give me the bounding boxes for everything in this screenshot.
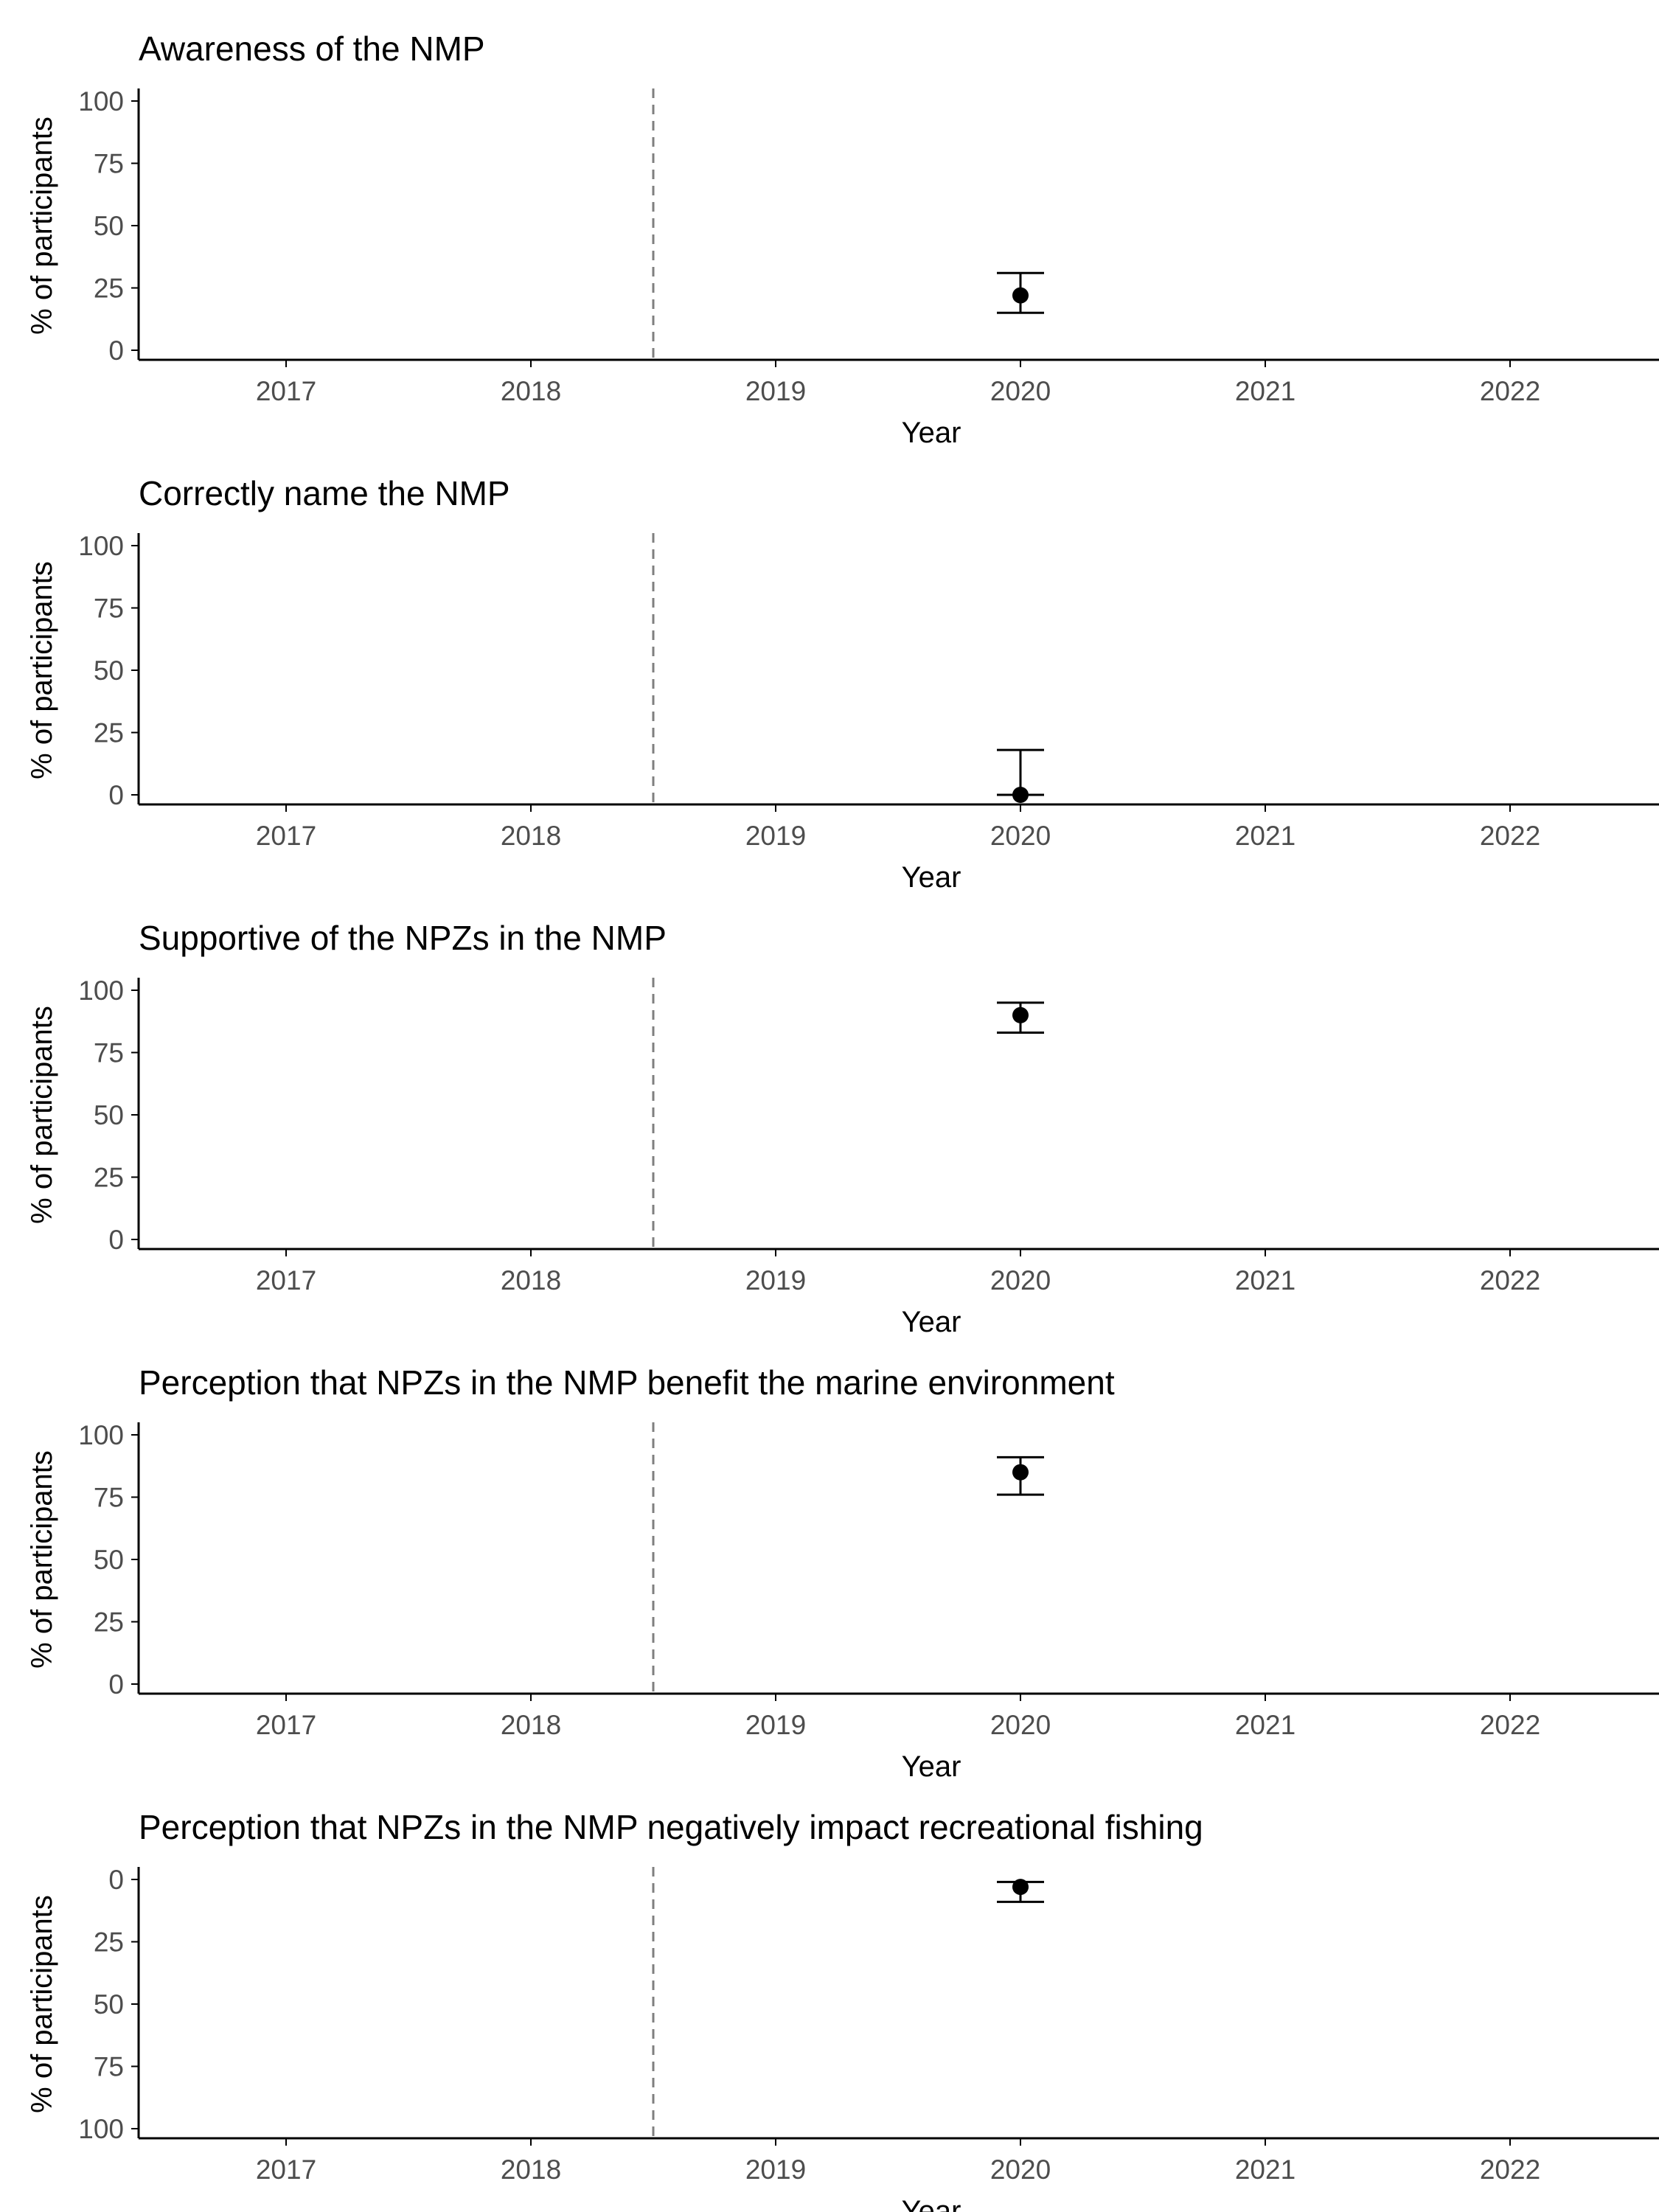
x-tick-label: 2017	[256, 2154, 316, 2185]
y-tick-label: 0	[108, 1865, 124, 1895]
y-axis-title: % of participants	[26, 1450, 58, 1669]
y-tick-label: 100	[78, 2114, 124, 2144]
x-tick-label: 2017	[256, 1265, 316, 1295]
chart-title: Awareness of the NMP	[139, 29, 485, 68]
y-axis-title: % of participants	[26, 116, 58, 335]
y-tick-label: 0	[108, 335, 124, 366]
x-tick-label: 2020	[990, 376, 1051, 406]
chart-panel-5: Perception that NPZs in the NMP negative…	[26, 1808, 1659, 2212]
chart-title: Perception that NPZs in the NMP benefit …	[139, 1363, 1115, 1402]
y-tick-label: 0	[108, 1669, 124, 1700]
y-tick-label: 25	[94, 1163, 124, 1193]
y-tick-label: 0	[108, 780, 124, 810]
x-tick-label: 2022	[1480, 2154, 1540, 2185]
y-tick-label: 50	[94, 1545, 124, 1575]
x-tick-label: 2018	[501, 1710, 561, 1740]
y-tick-label: 50	[94, 211, 124, 241]
y-tick-label: 25	[94, 1607, 124, 1638]
y-tick-label: 50	[94, 655, 124, 686]
x-tick-label: 2022	[1480, 1710, 1540, 1740]
chart-panel-3: Supportive of the NPZs in the NMP 0 25 50 75…	[26, 919, 1659, 1338]
y-axis-title: % of participants	[26, 1006, 58, 1224]
y-tick-label: 75	[94, 594, 124, 624]
x-tick-label: 2022	[1480, 1265, 1540, 1295]
y-tick-label: 50	[94, 1100, 124, 1130]
y-tick-label: 25	[94, 718, 124, 748]
y-tick-label: 50	[94, 1989, 124, 2020]
x-tick-label: 2021	[1235, 2154, 1295, 2185]
y-tick-label: 0	[108, 1225, 124, 1255]
x-axis-title: Year	[902, 2195, 961, 2212]
x-tick-label: 2017	[256, 1710, 316, 1740]
chart-panel-2: Correctly name the NMP 0 25 50 75 100 2017 2018…	[26, 474, 1659, 894]
data-point	[1012, 287, 1029, 304]
x-tick-label: 2021	[1235, 376, 1295, 406]
y-tick-label: 100	[78, 531, 124, 561]
x-tick-label: 2019	[745, 1265, 806, 1295]
x-tick-label: 2019	[745, 376, 806, 406]
x-tick-label: 2021	[1235, 821, 1295, 851]
y-tick-label: 75	[94, 1483, 124, 1513]
x-tick-label: 2019	[745, 2154, 806, 2185]
y-tick-label: 100	[78, 1420, 124, 1450]
chart-title: Correctly name the NMP	[139, 474, 510, 512]
chart-title: Perception that NPZs in the NMP negative…	[139, 1808, 1203, 1846]
chart-panel-1: Awareness of the NMP 0 25 50 75 100 2017 2018 20…	[26, 29, 1659, 449]
x-tick-label: 2020	[990, 2154, 1051, 2185]
data-point	[1012, 1006, 1029, 1023]
x-tick-label: 2017	[256, 376, 316, 406]
y-tick-label: 75	[94, 1038, 124, 1068]
y-axis-title: % of participants	[26, 561, 58, 779]
y-tick-label: 75	[94, 149, 124, 179]
y-tick-label: 100	[78, 86, 124, 116]
data-point	[1012, 1464, 1029, 1481]
x-axis-title: Year	[902, 861, 961, 894]
x-tick-label: 2020	[990, 1710, 1051, 1740]
x-tick-label: 2018	[501, 376, 561, 406]
x-tick-label: 2022	[1480, 376, 1540, 406]
x-tick-label: 2018	[501, 1265, 561, 1295]
y-axis-title: % of participants	[26, 1895, 58, 2113]
y-tick-label: 75	[94, 2052, 124, 2082]
x-tick-label: 2022	[1480, 821, 1540, 851]
x-axis-title: Year	[902, 1750, 961, 1783]
x-axis-title: Year	[902, 417, 961, 449]
chart-title: Supportive of the NPZs in the NMP	[139, 919, 667, 957]
x-axis-title: Year	[902, 1306, 961, 1338]
y-tick-label: 25	[94, 1927, 124, 1958]
data-point	[1012, 1879, 1029, 1896]
y-tick-label: 100	[78, 975, 124, 1006]
x-tick-label: 2020	[990, 1265, 1051, 1295]
data-point	[1012, 787, 1029, 803]
x-tick-label: 2019	[745, 821, 806, 851]
x-tick-label: 2017	[256, 821, 316, 851]
x-tick-label: 2021	[1235, 1265, 1295, 1295]
chart-panel-4: Perception that NPZs in the NMP benefit …	[26, 1363, 1659, 1783]
x-tick-label: 2018	[501, 821, 561, 851]
x-tick-label: 2019	[745, 1710, 806, 1740]
x-tick-label: 2018	[501, 2154, 561, 2185]
y-tick-label: 25	[94, 274, 124, 304]
x-tick-label: 2021	[1235, 1710, 1295, 1740]
x-tick-label: 2020	[990, 821, 1051, 851]
